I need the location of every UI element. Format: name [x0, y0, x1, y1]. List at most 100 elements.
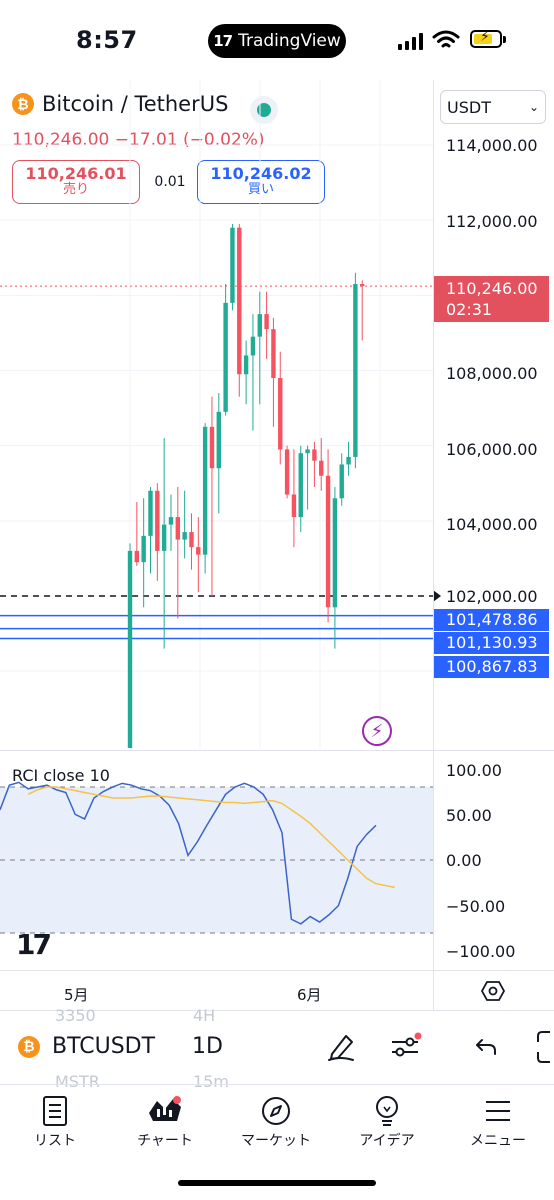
- wifi-icon: [432, 30, 460, 48]
- candle-body: [161, 524, 167, 551]
- alert-level-tag[interactable]: 100,867.83: [434, 656, 549, 678]
- candle-body: [243, 355, 249, 375]
- rci-line: [0, 781, 377, 925]
- nav-ideas[interactable]: アイデア: [332, 1092, 442, 1150]
- candle-body: [182, 532, 187, 540]
- candle-body: [257, 314, 262, 337]
- candle-body: [339, 464, 344, 499]
- bitcoin-icon: ₿: [18, 1035, 40, 1058]
- candle-body: [298, 453, 303, 518]
- lightbulb-icon: [332, 1092, 442, 1130]
- candle-body: [134, 550, 140, 563]
- buy-label: 買い: [247, 182, 274, 198]
- price-axis-border: [433, 80, 434, 1010]
- time-axis-label: 5月: [64, 986, 89, 1004]
- interval-picker[interactable]: 1D: [192, 1034, 223, 1059]
- flash-icon[interactable]: ⚡: [362, 716, 392, 746]
- nav-list-label: リスト: [34, 1133, 76, 1149]
- bar-countdown: 02:31: [446, 300, 493, 319]
- candle-body: [168, 517, 174, 525]
- status-time: 8:57: [76, 26, 138, 54]
- candle-body: [223, 302, 228, 412]
- indicator-title[interactable]: RCI close 10: [12, 766, 110, 785]
- drawing-tools-icon[interactable]: [326, 1030, 356, 1062]
- sell-button[interactable]: 110,246.01 売り: [12, 160, 140, 204]
- candle-body: [319, 460, 324, 476]
- indicator-axis-label: −100.00: [446, 942, 516, 961]
- pane-divider[interactable]: [0, 750, 554, 751]
- tradingview-logo-icon: 17: [213, 32, 233, 50]
- candle-body: [332, 498, 338, 608]
- candle-body: [278, 378, 283, 450]
- candle-body: [141, 535, 146, 563]
- currency-value: USDT: [447, 97, 491, 117]
- sell-label: 売り: [62, 182, 89, 198]
- indicator-axis-label: 100.00: [446, 761, 502, 780]
- candle-body: [209, 426, 215, 469]
- candle-body: [312, 449, 317, 461]
- price-chart[interactable]: [0, 0, 554, 1010]
- tradingview-pill[interactable]: 17 TradingView: [208, 24, 346, 58]
- home-indicator: [178, 1180, 376, 1186]
- ghost-interval: 4H: [193, 1006, 216, 1025]
- candle-body: [175, 517, 181, 540]
- buy-price: 110,246.02: [210, 164, 312, 183]
- candle-body: [196, 547, 201, 555]
- candle-body: [346, 456, 351, 465]
- tradingview-pill-label: TradingView: [238, 31, 341, 51]
- current-price-tag: 110,246.00 02:31: [434, 276, 549, 322]
- chart-icon: [110, 1092, 220, 1130]
- candle-body: [189, 532, 194, 548]
- symbol-picker[interactable]: ₿ BTCUSDT: [18, 1034, 155, 1059]
- price-axis-label: 102,000.00: [446, 587, 538, 606]
- candle-body: [127, 550, 133, 748]
- undo-icon[interactable]: [474, 1036, 498, 1058]
- current-price-value: 110,246.00: [446, 279, 538, 298]
- candle-body: [291, 494, 297, 518]
- candle-body: [360, 284, 365, 287]
- indicator-axis-label: 50.00: [446, 806, 492, 825]
- time-axis-label: 6月: [297, 986, 322, 1004]
- nav-list[interactable]: リスト: [0, 1092, 110, 1150]
- price-axis-label: 114,000.00: [446, 136, 538, 155]
- tradingview-watermark-icon: 17: [16, 928, 52, 961]
- candle-body: [148, 490, 153, 536]
- toolbar-symbol-label: BTCUSDT: [52, 1034, 156, 1059]
- list-icon: [0, 1092, 110, 1130]
- cellular-signal-icon: [398, 32, 423, 50]
- charging-bolt-icon: ⚡: [480, 29, 490, 45]
- sell-price: 110,246.01: [25, 164, 127, 183]
- candle-body: [250, 336, 256, 356]
- toolbar-border: [0, 1010, 554, 1011]
- candle-body: [230, 227, 235, 303]
- indicators-icon[interactable]: [390, 1032, 424, 1062]
- alert-level-tag[interactable]: 101,478.86: [434, 609, 549, 631]
- currency-select[interactable]: USDT ⌄: [440, 90, 546, 124]
- candle-body: [353, 284, 358, 457]
- buy-button[interactable]: 110,246.02 買い: [197, 160, 325, 204]
- symbol-name: Bitcoin / TetherUS: [42, 92, 229, 116]
- symbol-header[interactable]: ₿ Bitcoin / TetherUS: [12, 92, 228, 116]
- chart-settings-icon[interactable]: [480, 978, 506, 1004]
- rci-signal-line: [27, 786, 395, 889]
- nav-chart[interactable]: チャート: [110, 1092, 220, 1150]
- battery-level: [474, 34, 492, 44]
- bottom-nav-border: [0, 1084, 554, 1085]
- candle-body: [305, 449, 310, 454]
- nav-market[interactable]: マーケット: [221, 1092, 331, 1150]
- nav-menu[interactable]: メニュー: [443, 1092, 553, 1150]
- candle-body: [264, 314, 269, 330]
- indicator-axis-label: −50.00: [446, 897, 506, 916]
- candle-body: [237, 227, 242, 375]
- compass-icon: [221, 1092, 331, 1130]
- candle-body: [155, 490, 160, 551]
- alert-level-tag[interactable]: 101,130.93: [434, 632, 549, 654]
- ghost-symbol: 3350: [55, 1006, 96, 1025]
- price-axis-label: 108,000.00: [446, 364, 538, 383]
- battery-tip: [503, 36, 506, 43]
- candle-body: [284, 449, 290, 495]
- more-tools-icon[interactable]: [534, 1030, 554, 1064]
- time-axis-border: [0, 970, 554, 971]
- indicator-axis-label: 0.00: [446, 851, 482, 870]
- nav-ideas-label: アイデア: [359, 1133, 415, 1149]
